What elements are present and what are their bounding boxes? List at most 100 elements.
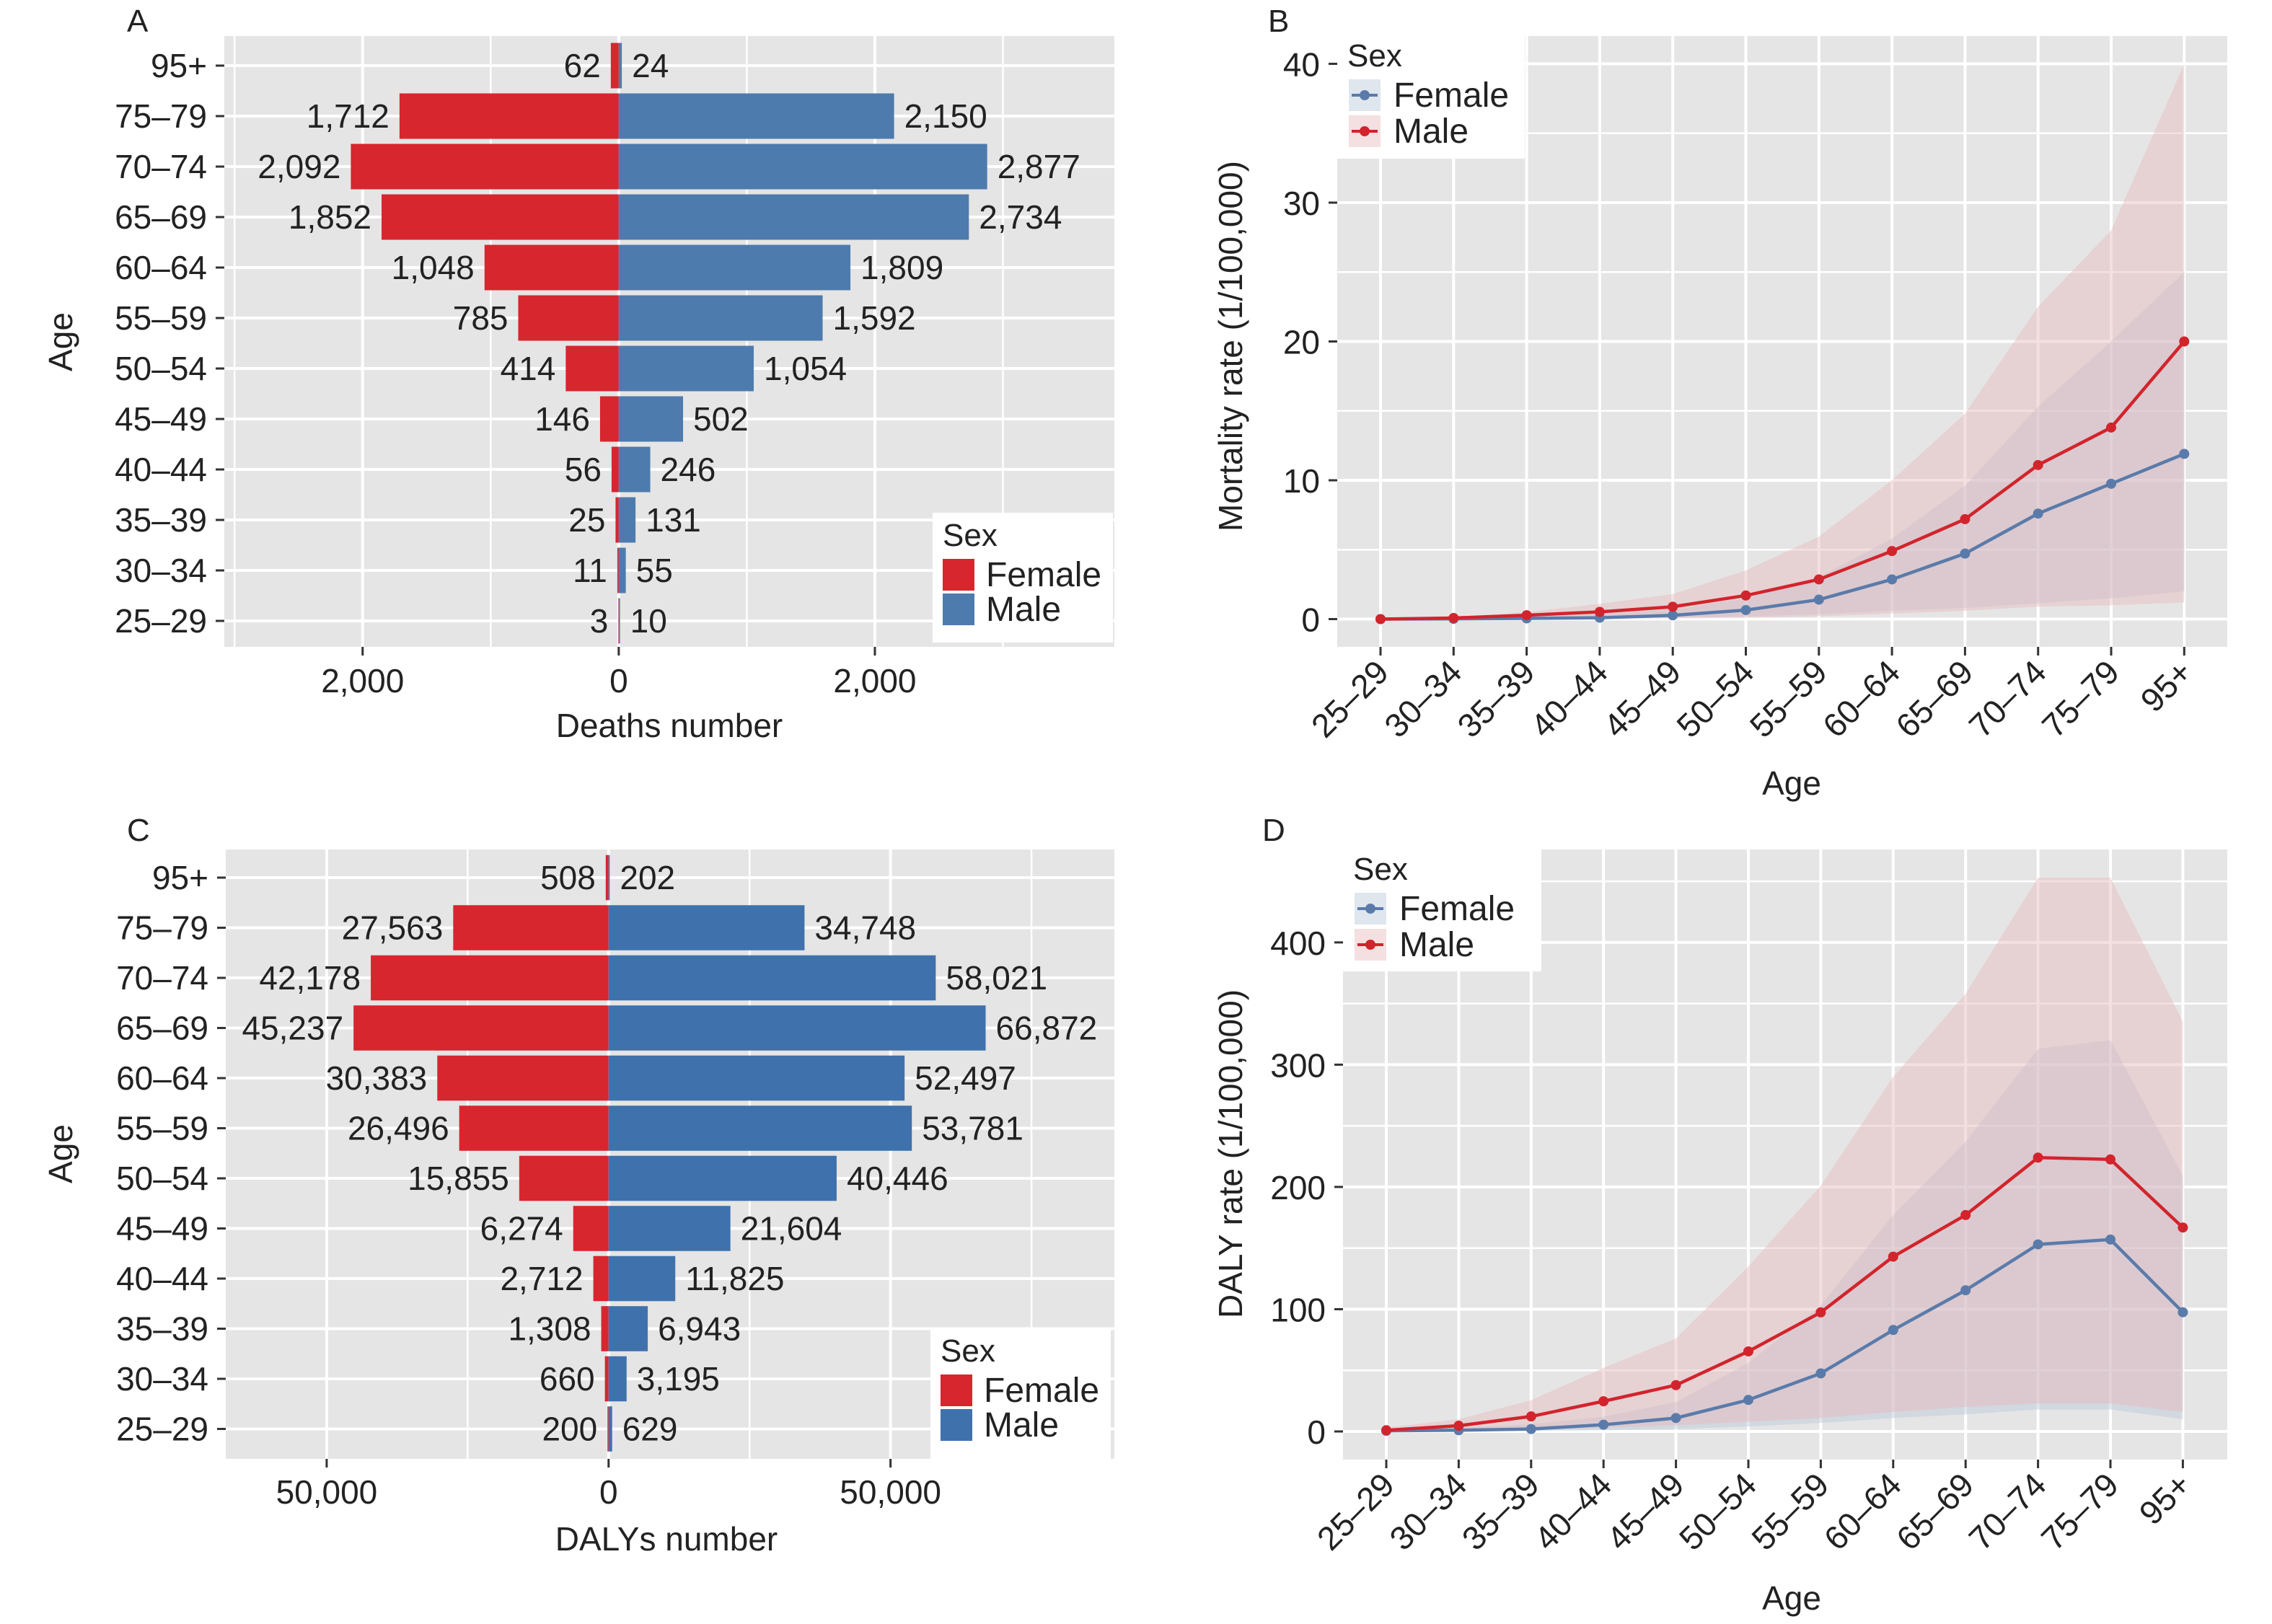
- y-tick-label: 0: [1307, 1413, 1326, 1451]
- panel-a-deaths-pyramid: A95+ 75–79 70–74 65–69 60–64 55–59 50–54 45–49 4…: [42, 4, 1114, 744]
- x-tick-label: 45–49: [1596, 653, 1688, 744]
- point-male: [2179, 336, 2190, 347]
- x-axis-title: Age: [1762, 1579, 1821, 1617]
- bar-female: [353, 1005, 609, 1051]
- x-tick-label: 25–29: [1310, 1465, 1401, 1557]
- bar-male: [618, 244, 851, 291]
- point-female: [1740, 604, 1751, 615]
- bar-female: [611, 446, 619, 493]
- bar-male: [608, 1106, 912, 1151]
- x-tick-label: 70–74: [1961, 1465, 2053, 1557]
- point-female: [2105, 1234, 2115, 1245]
- point-female: [1815, 1368, 1826, 1379]
- bar-female: [593, 1255, 609, 1302]
- data-label-female: 26,496: [348, 1110, 449, 1147]
- y-tick-label: 0: [1301, 601, 1320, 639]
- bar-male: [618, 43, 622, 89]
- point-female: [2033, 508, 2043, 519]
- legend-swatch-female: [943, 559, 974, 591]
- data-label-female: 42,178: [259, 959, 361, 997]
- legend-swatch-male: [941, 1409, 972, 1441]
- y-tick-label: 40–44: [116, 1260, 208, 1297]
- point-male: [1525, 1411, 1536, 1422]
- bar-female: [351, 144, 619, 190]
- data-label-female: 200: [542, 1411, 597, 1448]
- x-tick-label: 55–59: [1743, 653, 1834, 744]
- legend-point-female: [1360, 90, 1370, 100]
- data-label-female: 3: [590, 602, 609, 640]
- data-label-male: 24: [632, 47, 669, 84]
- y-tick-label: 30–34: [116, 1360, 208, 1398]
- panel-letter: C: [127, 813, 150, 848]
- y-tick-label: 200: [1270, 1169, 1326, 1206]
- y-tick-label: 100: [1270, 1291, 1326, 1328]
- bar-female: [617, 547, 619, 593]
- y-tick-label: 65–69: [116, 1010, 208, 1047]
- data-label-male: 1,809: [860, 249, 943, 286]
- x-tick-label: 35–39: [1455, 1465, 1546, 1557]
- bar-female: [607, 1406, 609, 1452]
- x-tick-label: 75–79: [2035, 653, 2126, 744]
- data-label-female: 11: [573, 552, 607, 589]
- data-label-male: 52,497: [915, 1059, 1016, 1097]
- data-label-female: 414: [501, 350, 556, 387]
- data-label-male: 53,781: [922, 1110, 1023, 1147]
- bar-female: [484, 244, 619, 291]
- x-tick-label: 0: [609, 662, 628, 700]
- y-tick-label: 40: [1283, 46, 1320, 84]
- point-male: [1668, 601, 1678, 612]
- legend-label-male: Male: [984, 1406, 1059, 1444]
- legend-label-male: Male: [1399, 926, 1474, 964]
- point-male: [1815, 1307, 1826, 1318]
- bar-female: [599, 396, 619, 442]
- bar-male: [608, 1356, 627, 1402]
- bar-female: [519, 1155, 609, 1201]
- x-axis-title: Age: [1762, 764, 1821, 802]
- panel-c-dalys-pyramid: C95+ 75–79 70–74 65–69 60–64 55–59 50–54 45–49 4…: [42, 813, 1114, 1558]
- legend-point-male: [1360, 126, 1370, 136]
- point-male: [1740, 590, 1751, 601]
- point-female: [1743, 1395, 1753, 1405]
- data-label-male: 21,604: [741, 1210, 842, 1248]
- y-tick-label: 35–39: [115, 501, 207, 539]
- bar-female: [604, 1356, 609, 1402]
- x-tick-label: 50,000: [840, 1473, 941, 1511]
- data-label-female: 146: [534, 400, 590, 438]
- legend-label-male: Male: [986, 591, 1061, 629]
- y-tick-label: 50–54: [115, 350, 207, 387]
- data-label-male: 502: [693, 400, 749, 438]
- point-female: [1598, 1419, 1609, 1430]
- data-label-male: 34,748: [814, 909, 916, 947]
- ribbon-male: [1381, 63, 2185, 619]
- bar-female: [601, 1306, 609, 1351]
- panel-letter: A: [127, 4, 149, 39]
- point-male: [1594, 606, 1605, 617]
- bar-male: [608, 1206, 731, 1251]
- x-tick-label: 30–34: [1382, 1465, 1474, 1557]
- point-female: [1670, 1413, 1681, 1424]
- point-female: [2178, 1307, 2188, 1318]
- legend-swatch-male: [943, 593, 974, 625]
- ribbon-female: [1381, 272, 2185, 619]
- line-male: [1386, 1155, 2184, 1432]
- bar-male: [608, 1055, 905, 1101]
- bar-male: [618, 396, 683, 442]
- data-label-male: 2,734: [979, 198, 1062, 236]
- x-tick-label: 95+: [2133, 653, 2199, 719]
- data-label-male: 66,872: [996, 1010, 1098, 1047]
- point-female: [1960, 1285, 1971, 1296]
- bar-male: [618, 295, 823, 341]
- data-label-female: 1,852: [289, 198, 371, 236]
- bar-male: [618, 345, 754, 392]
- x-tick-label: 35–39: [1450, 653, 1541, 744]
- data-label-male: 55: [636, 552, 673, 589]
- legend-point-female: [1365, 904, 1375, 914]
- y-tick-label: 45–49: [116, 1210, 208, 1248]
- point-male: [1960, 1209, 1971, 1220]
- bar-male: [618, 547, 626, 593]
- x-tick-label: 50–54: [1669, 653, 1761, 744]
- y-tick-label: 95+: [151, 47, 207, 84]
- data-label-male: 3,195: [637, 1360, 720, 1398]
- bar-female: [605, 855, 609, 901]
